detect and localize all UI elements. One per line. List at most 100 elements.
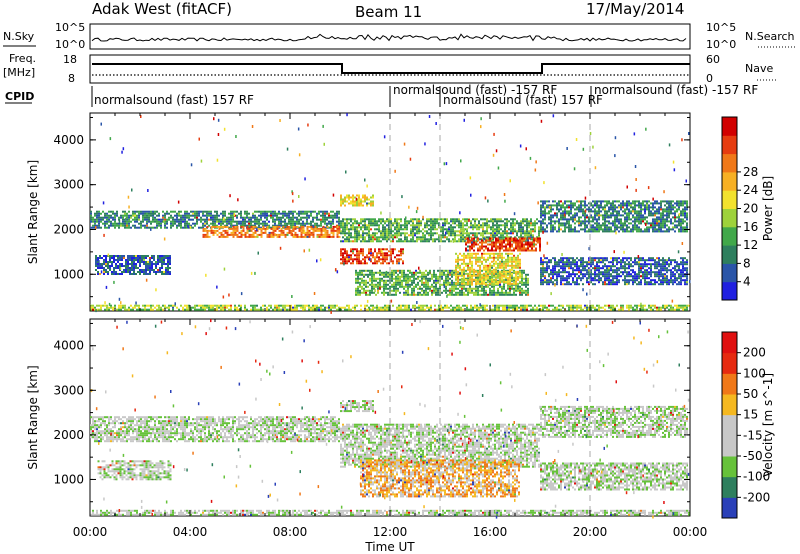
velocity-echo-region [340,400,374,413]
power-colorbar-swatch [722,171,737,191]
nsky-trace [91,33,687,42]
nsearch-tick-low: 10^0 [706,38,736,51]
x-tick-label: 16:00 [473,525,508,539]
power-colorbar-swatch [722,226,737,246]
velocity-colorbar-swatch [722,414,737,436]
cpid-segment-1: normalsound (fast) 157 RF [94,93,254,107]
nsky-label: N.Sky [3,30,35,43]
velocity-y-tick-label: 4000 [53,339,84,353]
power-echo-region [340,248,404,265]
freq-unit-label: [MHz] [3,66,35,79]
velocity-y-tick-label: 3000 [53,383,84,397]
velocity-colorbar-label: Velocity [m s^-1] [761,373,775,477]
velocity-colorbar-tick-label: 200 [743,346,766,360]
velocity-echo-region [540,462,688,491]
freq-tick-low: 8 [68,72,75,85]
nsearch-tick-high: 10^5 [706,21,736,34]
power-colorbar-swatch [722,117,737,136]
power-colorbar-tick-label: 12 [743,238,758,252]
velocity-colorbar-swatch [722,332,737,354]
velocity-colorbar-tick-label: 100 [743,366,766,380]
power-colorbar-label: Power [dB] [761,176,775,241]
x-tick-label: 00:00 [673,525,708,539]
velocity-y-axis-label: Slant Range [km] [26,365,40,469]
nave-tick-low: 0 [706,72,713,85]
power-colorbar-swatch [722,281,737,301]
power-colorbar-tick-label: 28 [743,165,758,179]
freq-label: Freq. [9,52,36,65]
power-y-tick-label: 3000 [53,178,84,192]
power-echo-region [340,218,540,243]
power-colorbar: 28 24 20 16 12 8 4 Power [dB] [721,116,775,301]
x-tick-label: 20:00 [573,525,608,539]
velocity-colorbar-tick-label: -50 [743,449,763,463]
power-colorbar-tick-label: 8 [743,256,751,270]
velocity-echo-region [90,416,340,443]
date-title: 17/May/2014 [586,0,684,18]
velocity-y-tick-label: 2000 [53,428,84,442]
power-colorbar-swatch [722,153,737,173]
station-title: Adak West (fitACF) [92,0,232,18]
nave-label: Nave [745,62,773,75]
power-colorbar-swatch [722,208,737,228]
freq-tick-high: 18 [63,53,77,66]
x-tick-label: 12:00 [373,525,408,539]
power-colorbar-swatch [722,245,737,264]
velocity-echo-region [360,459,520,498]
x-tick-label: 00:00 [73,525,108,539]
velocity-panel: 4000 3000 2000 1000 Slant Range [km] 200 100 50… [26,318,775,519]
power-scatter-points [95,113,691,314]
velocity-colorbar-tick-label: -200 [743,490,770,504]
velocity-echo-region [90,509,690,516]
velocity-echo-region [540,405,688,438]
power-echo-region [202,225,341,238]
velocity-colorbar-tick-label: 15 [743,408,758,422]
freq-trace [92,63,690,74]
power-colorbar-tick-label: 20 [743,202,758,216]
power-colorbar-swatch [722,190,737,209]
cpid-segment-3: normalsound (fast) 157 RF [443,93,603,107]
cpid-strip: CPID normalsound (fast) 157 RF normalsou… [5,83,758,107]
velocity-colorbar-tick-label: -15 [743,428,763,442]
velocity-colorbar-swatch [722,373,737,395]
power-echo-region [90,304,690,311]
power-colorbar-swatch [722,135,737,155]
velocity-colorbar-swatch [722,352,737,374]
velocity-colorbar-tick-label: -100 [743,470,770,484]
power-echo-region [455,252,521,285]
nave-tick-high: 60 [706,53,720,66]
power-y-axis-label: Slant Range [km] [26,160,40,264]
x-tick-label: 04:00 [173,525,208,539]
cpid-segment-4: normalsound (fast) -157 RF [594,83,758,97]
velocity-scatter-points [90,319,690,519]
nsky-tick-high: 10^5 [55,21,85,34]
freq-strip: Freq. [MHz] 18 8 60 0 Nave [3,52,777,85]
power-echo-region [465,237,541,252]
x-tick-label: 08:00 [273,525,308,539]
velocity-colorbar: 200 100 50 15 -15 -50 -100 -200 Velocity [m s^-1… [721,331,775,519]
power-echo-region [95,255,171,275]
velocity-colorbar-swatch [722,435,737,457]
time-axis: 00:00 04:00 08:00 12:00 16:00 20:00 00:00 [73,525,708,539]
cpid-label: CPID [5,90,34,103]
velocity-colorbar-tick-label: 50 [743,387,758,401]
velocity-echo-region [97,460,172,481]
power-y-tick-label: 4000 [53,133,84,147]
nsky-strip: N.Sky 10^5 10^0 10^5 10^0 N.Search [3,21,797,51]
nsearch-label: N.Search [745,30,795,43]
beam-title: Beam 11 [355,3,422,21]
x-axis-label: Time UT [364,540,415,554]
power-colorbar-tick-label: 16 [743,220,758,234]
power-y-tick-label: 1000 [53,267,84,281]
velocity-colorbar-swatch [722,394,737,416]
cpid-segment-2: normalsound (fast) -157 RF [393,83,557,97]
power-panel: 4000 3000 2000 1000 Slant Range [km] 28 24 20 16… [26,112,775,314]
velocity-y-tick-label: 1000 [53,472,84,486]
power-colorbar-swatch [722,263,737,283]
nsky-tick-low: 10^0 [55,38,85,51]
power-colorbar-tick-label: 24 [743,183,758,197]
velocity-colorbar-swatch [722,456,737,478]
velocity-colorbar-swatch [722,476,737,498]
power-y-tick-label: 2000 [53,222,84,236]
